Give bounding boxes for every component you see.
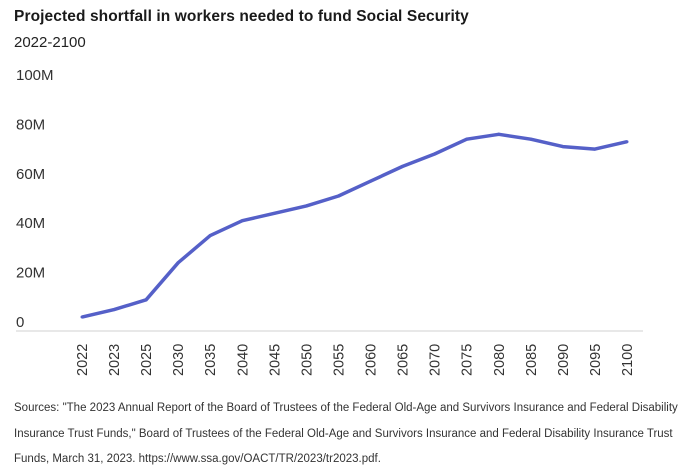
data-point <box>112 308 116 312</box>
x-tick-label: 2025 <box>139 344 155 376</box>
x-tick-label: 2050 <box>299 344 315 376</box>
chart-title: Projected shortfall in workers needed to… <box>14 8 469 25</box>
y-tick-label: 20M <box>16 265 45 282</box>
sources-footnote: Sources: "The 2023 Annual Report of the … <box>14 402 678 465</box>
y-tick-label: 40M <box>16 215 45 232</box>
data-point <box>336 194 340 198</box>
x-tick-label: 2040 <box>235 344 251 376</box>
data-point <box>593 147 597 151</box>
x-tick-label: 2075 <box>460 344 476 376</box>
data-point <box>401 164 405 168</box>
data-point <box>369 179 373 183</box>
data-point <box>176 261 180 265</box>
series-line <box>81 132 628 319</box>
x-tick-label: 2060 <box>364 344 380 376</box>
data-point <box>433 152 437 156</box>
x-tick-label: 2085 <box>524 344 540 376</box>
y-tick-label: 60M <box>16 166 45 183</box>
y-tick-label: 80M <box>16 116 45 133</box>
x-axis-ticks: 2022 2023 2025 2030 2035 2040 2045 2050 2055 2060… <box>75 344 636 376</box>
data-point <box>497 132 501 136</box>
x-tick-label: 2022 <box>75 344 91 376</box>
data-point <box>304 204 308 208</box>
data-point <box>240 219 244 223</box>
data-point <box>529 137 533 141</box>
y-tick-label: 100M <box>16 67 54 84</box>
data-point <box>144 298 148 302</box>
x-tick-label: 2030 <box>171 344 187 376</box>
data-point <box>80 315 84 319</box>
y-axis-ticks: 0 20M 40M 60M 80M 100M <box>16 67 54 331</box>
x-tick-label: 2100 <box>620 344 636 376</box>
x-tick-label: 2035 <box>203 344 219 376</box>
data-point <box>465 137 469 141</box>
data-point <box>208 234 212 238</box>
x-tick-label: 2023 <box>107 344 123 376</box>
y-tick-label: 0 <box>16 314 24 331</box>
x-tick-label: 2090 <box>556 344 572 376</box>
x-tick-label: 2045 <box>267 344 283 376</box>
chart-subtitle: 2022-2100 <box>14 34 86 51</box>
data-point <box>625 140 629 144</box>
x-tick-label: 2070 <box>428 344 444 376</box>
x-tick-label: 2080 <box>492 344 508 376</box>
data-point <box>561 145 565 149</box>
series-group <box>80 132 629 319</box>
x-tick-label: 2095 <box>588 344 604 376</box>
x-tick-label: 2065 <box>396 344 412 376</box>
data-point <box>272 211 276 215</box>
x-tick-label: 2055 <box>331 344 347 376</box>
